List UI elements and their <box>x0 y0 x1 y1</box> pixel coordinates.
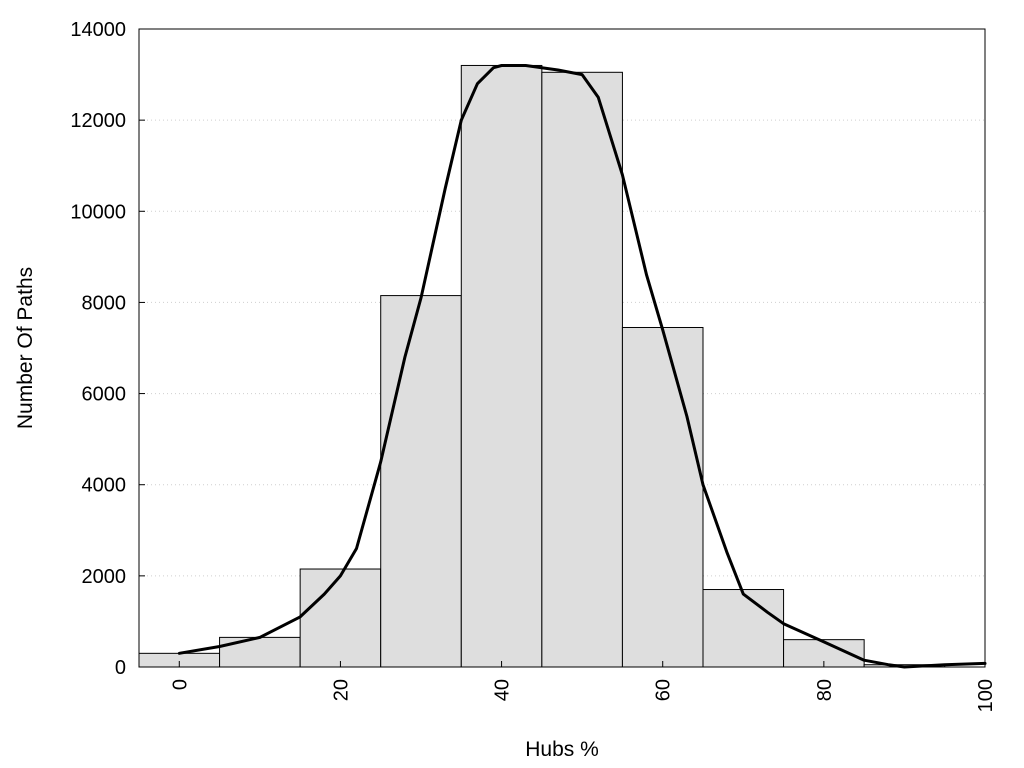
y-tick-label: 12000 <box>70 110 126 132</box>
x-tick-label: 60 <box>653 679 675 701</box>
y-axis-title: Number Of Paths <box>14 267 37 429</box>
histogram-bar <box>702 589 785 668</box>
histogram-bar <box>219 636 301 668</box>
histogram-bar <box>380 295 462 668</box>
distribution-curve <box>177 64 987 669</box>
y-tick-label: 4000 <box>82 475 127 497</box>
plot-frame <box>138 28 986 668</box>
x-tick-label: 40 <box>492 679 514 701</box>
x-tick-label: 100 <box>975 679 997 712</box>
axis-ticks: 0 2000 4000 6000 8000 10000 12000 14000 0 20 40 60 8… <box>70 19 997 712</box>
y-tick-label: 0 <box>115 657 126 679</box>
x-axis-title: Hubs % <box>525 738 599 761</box>
y-tick-label: 8000 <box>82 292 127 314</box>
x-tick-label: 20 <box>330 679 352 701</box>
y-tick-label: 14000 <box>70 19 126 41</box>
histogram-bars <box>138 64 946 668</box>
histogram-bar <box>460 64 543 668</box>
histogram-bar <box>541 71 623 668</box>
histogram-bar <box>621 326 704 668</box>
x-tick-label: 80 <box>814 679 836 701</box>
y-tick-label: 6000 <box>82 384 127 406</box>
histogram-bar <box>299 568 382 668</box>
grid-lines <box>139 119 985 577</box>
y-tick-label: 2000 <box>82 566 127 588</box>
x-tick-label: 0 <box>169 679 191 690</box>
y-tick-label: 10000 <box>70 201 126 223</box>
